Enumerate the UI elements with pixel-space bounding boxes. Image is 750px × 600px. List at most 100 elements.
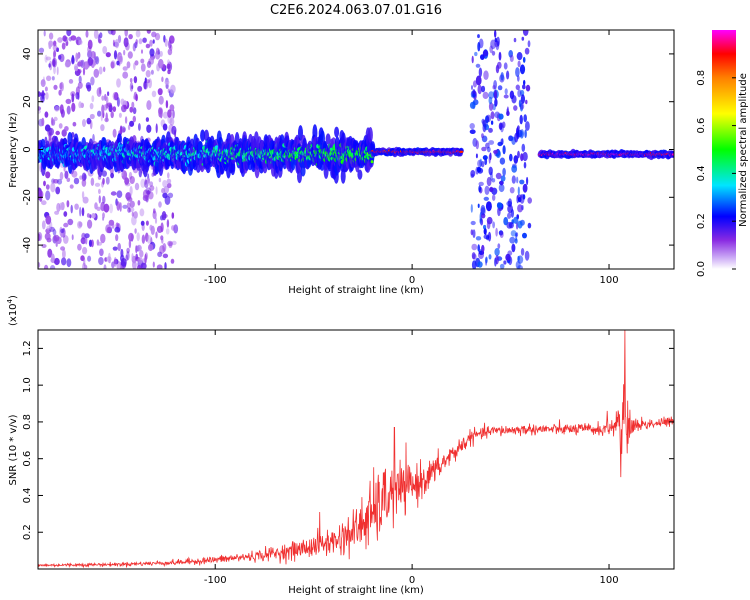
spectrogram-blob: [76, 69, 82, 74]
spectrogram-blob: [117, 242, 121, 252]
spectrogram-blob: [486, 176, 492, 187]
spectrogram-blob: [474, 51, 478, 57]
spectrogram-blob: [129, 120, 135, 127]
spectrogram-blob: [119, 202, 122, 212]
spectrogram-blob: [60, 246, 66, 251]
spectrogram-cells: [38, 30, 674, 269]
spectrogram-blob: [71, 93, 75, 103]
spectrogram-blob: [124, 177, 130, 185]
snr-panel: -100 0 100 0.2 0.4 0.6 0.8 1.0 1.2 Height of str…: [6, 295, 675, 596]
spectrogram-blob: [108, 252, 111, 261]
spectrogram-blob: [87, 255, 92, 262]
colorbar-tick-label: 0.4: [696, 165, 707, 181]
spectrogram-blob: [48, 63, 51, 68]
spectrogram-blob: [121, 171, 124, 177]
spectrogram-blob: [112, 39, 115, 47]
y-tick-label: 0.6: [22, 451, 33, 467]
spectrogram-blob: [108, 104, 113, 113]
spectrogram-blob: [500, 72, 504, 81]
spectrogram-blob: [74, 203, 79, 210]
spectrogram-blob: [45, 190, 51, 201]
spectrogram-blob: [131, 253, 134, 261]
spectrogram-line-halo: [325, 133, 331, 145]
spectrogram-blob: [482, 49, 489, 57]
spectrogram-blob: [145, 70, 151, 78]
spectrogram-blob: [106, 226, 112, 234]
spectrogram-blob: [504, 88, 508, 95]
spectrogram-blob: [126, 202, 131, 210]
spectrogram-blob: [509, 187, 515, 194]
spectrogram-blob: [157, 88, 163, 96]
spectrogram-blob: [132, 107, 137, 115]
spectrogram-blob: [43, 180, 46, 187]
spectrogram-blob: [44, 54, 48, 63]
spectrogram-blob: [476, 166, 482, 173]
spectrogram-blob: [477, 84, 482, 95]
spectrogram-blob: [523, 161, 527, 169]
y-tick-label: 0.2: [22, 524, 33, 540]
spectrogram-blob: [82, 196, 89, 204]
spectrogram-blob: [475, 153, 478, 159]
spectrogram-blob: [470, 170, 476, 177]
spectrogram-blob: [478, 250, 484, 260]
spectrogram-blob: [171, 125, 177, 135]
spectrogram-blob: [75, 92, 80, 100]
spectrogram-blob: [132, 115, 136, 123]
spectrogram-blob: [70, 204, 73, 214]
spectrogram-blob: [129, 176, 135, 184]
spectrogram-blob: [162, 243, 167, 252]
x-tick-label: -100: [204, 275, 227, 286]
y-tick-label: 20: [22, 95, 33, 108]
spectrogram-blob: [53, 84, 58, 90]
spectrogram-blob: [486, 146, 491, 153]
spectrogram-blob: [509, 54, 514, 63]
spectrogram-blob: [43, 30, 46, 37]
spectrogram-blob: [122, 127, 126, 133]
spectrogram-blob: [46, 225, 52, 231]
spectrogram-blob: [511, 165, 518, 173]
spectrogram-blob: [131, 211, 134, 217]
spectrogram-blob: [42, 76, 45, 85]
spectrogram-blob: [66, 200, 70, 208]
spectrogram-blob: [495, 172, 502, 180]
spectrogram-blob: [471, 252, 476, 260]
spectrogram-blob: [63, 211, 68, 217]
spectrogram-blob: [511, 175, 516, 184]
spectrogram-blob: [70, 35, 77, 41]
spectrogram-blob: [93, 30, 99, 39]
spectrogram-blob: [103, 264, 107, 269]
spectrogram-blob: [502, 121, 506, 129]
spectrogram-blob: [482, 120, 489, 128]
spectrogram-blob: [481, 85, 486, 93]
spectrogram-blob: [48, 226, 55, 232]
spectrogram-blob: [485, 256, 488, 264]
figure-title: C2E6.2024.063.07.01.G16: [270, 3, 442, 18]
colorbar-label: Normalized spectral amplitude: [738, 73, 749, 227]
spectrogram-blob: [138, 257, 143, 264]
spectrogram-blob: [167, 240, 173, 247]
spectrogram-blob: [166, 182, 172, 189]
spectrogram-blob: [86, 117, 92, 125]
spectrogram-blob: [511, 95, 517, 104]
spectrogram-blob: [168, 39, 172, 50]
spectrogram-blob: [108, 219, 115, 226]
spectrogram-blob: [116, 78, 121, 88]
spectrogram-blob: [154, 217, 158, 224]
spectrogram-blob: [78, 75, 82, 84]
spectrogram-blob: [162, 111, 169, 119]
spectrogram-blob: [91, 50, 96, 59]
spectrogram-blob: [147, 177, 150, 184]
spectrogram-blob: [92, 133, 95, 144]
spectrogram-blob: [115, 234, 119, 242]
spectrogram-blob: [507, 250, 513, 256]
spectrogram-blob: [129, 82, 134, 92]
spectrogram-blob: [88, 239, 92, 247]
spectrogram-blob: [83, 61, 90, 70]
spectrogram-blob: [524, 47, 530, 55]
spectrogram-blob: [523, 114, 527, 123]
spectrogram-blob: [81, 191, 85, 199]
spectrogram-blob: [526, 176, 529, 186]
spectrogram-blob: [97, 241, 103, 246]
y-tick-label: 0.8: [22, 414, 33, 430]
spectrogram-blob: [481, 213, 486, 219]
